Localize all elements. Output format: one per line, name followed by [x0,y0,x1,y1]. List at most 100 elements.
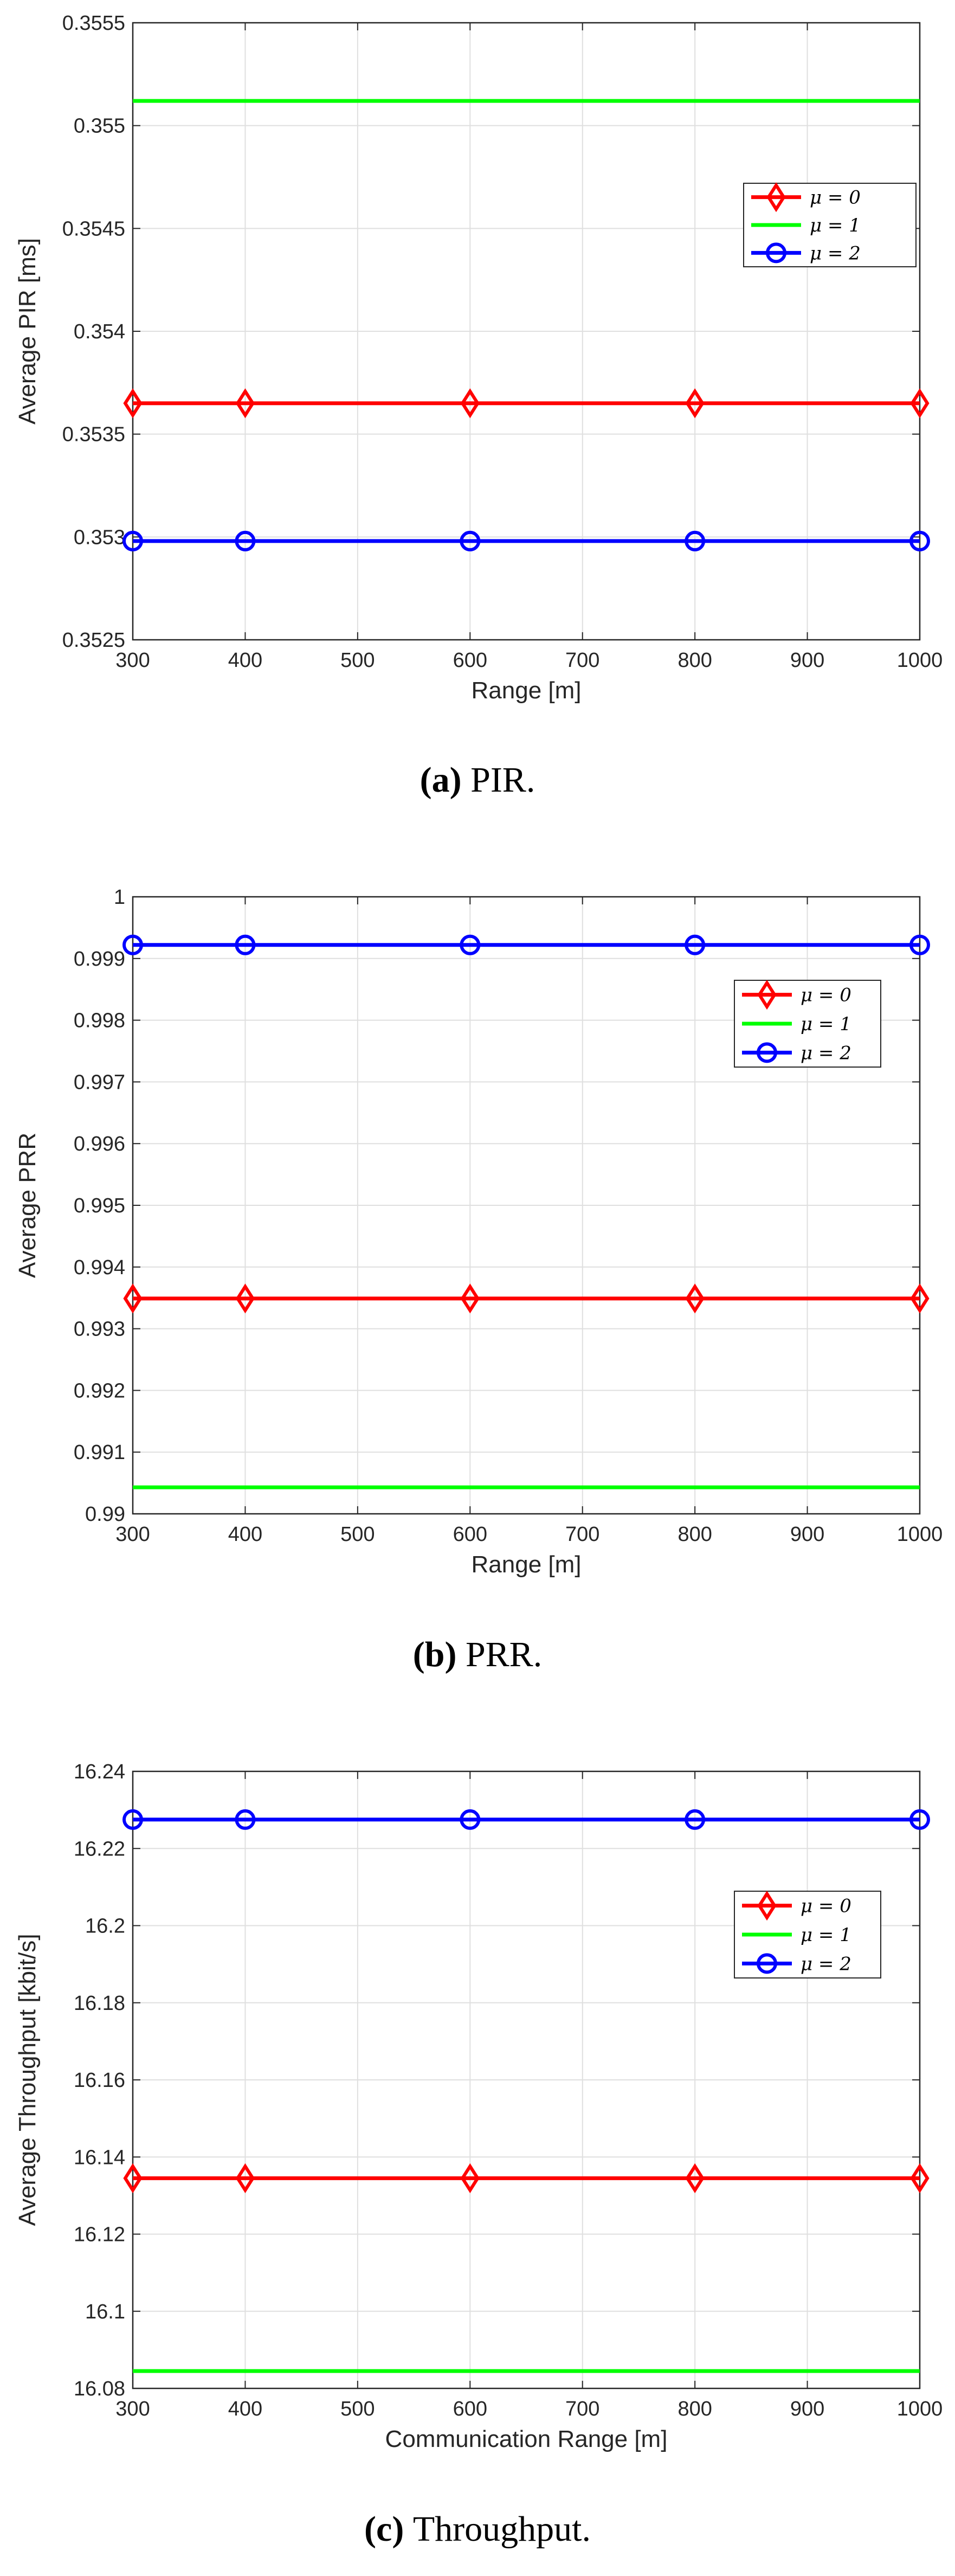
y-tick-label: 16.2 [85,1915,125,1938]
y-tick-label: 0.992 [74,1379,125,1402]
data-point [685,388,705,419]
x-tick-label: 300 [115,649,150,672]
x-tick-label: 400 [228,1523,262,1546]
y-tick-label: 0.353 [74,526,125,549]
y-tick-label: 0.995 [74,1194,125,1217]
x-tick-label: 500 [340,2398,375,2420]
legend-marker [757,1953,777,1974]
y-tick-label: 0.3535 [62,423,125,446]
data-point [685,530,706,551]
x-tick-label: 500 [340,1523,375,1546]
caption: (b) PRR. [413,1635,542,1674]
x-tick-label: 700 [565,2398,599,2420]
y-tick-label: 0.994 [74,1256,125,1279]
caption-text: Throughput. [413,2509,591,2549]
legend-label: μ = 2 [801,1953,851,1975]
legend: μ = 0 μ = 1 μ = 2 [743,182,917,267]
x-tick-label: 900 [790,2398,824,2420]
y-tick-label: 16.14 [74,2146,125,2169]
x-tick-label: 700 [565,649,599,672]
chart-1: 300 400 500 600 700 800 900 1000 0.3525 0.353 0.35… [14,12,943,800]
data-point [123,2163,143,2193]
x-tick-label: 600 [453,649,487,672]
data-point [460,530,481,551]
data-point [460,1283,480,1314]
y-axis-label: Average Throughput [kbit/s] [14,1934,41,2226]
x-tick-label: 400 [228,2398,262,2420]
legend-marker [766,242,786,264]
legend: μ = 0 μ = 1 μ = 2 [734,1891,881,1978]
caption: (a) PIR. [420,760,535,800]
data-point [122,934,143,955]
x-tick-label: 300 [115,2398,150,2420]
y-tick-label: 0.999 [74,948,125,971]
y-tick-label: 0.996 [74,1133,125,1155]
y-tick-label: 0.993 [74,1318,125,1341]
legend-marker [757,1891,777,1921]
data-point [460,1809,481,1830]
series-0 [123,388,930,419]
series-0 [123,2163,930,2193]
chart-2: 300 400 500 600 700 800 900 1000 0.99 0.991 0.992 0… [14,886,943,1674]
data-point [123,388,143,419]
y-tick-label: 0.991 [74,1441,125,1464]
x-tick-label: 500 [340,649,375,672]
legend-label: μ = 0 [801,985,851,1006]
x-tick-label: 600 [453,1523,487,1546]
data-point [235,1809,256,1830]
x-tick-label: 900 [790,649,824,672]
data-point [123,1283,143,1314]
legend-marker [757,1042,777,1063]
legend-label: μ = 2 [810,242,861,264]
x-tick-label: 1000 [897,1523,943,1546]
y-axis-label: Average PIR [ms] [14,238,41,425]
data-point [910,2163,930,2193]
x-axis-label: Communication Range [m] [385,2426,668,2452]
legend-label: μ = 1 [801,1013,851,1035]
series-2 [122,530,930,551]
data-point [460,934,481,955]
data-point [910,388,930,419]
y-tick-label: 0.354 [74,320,125,343]
x-axis-label: Range [m] [472,1551,582,1578]
data-point [460,2163,480,2193]
series-2 [122,1809,930,1830]
x-axis-label: Range [m] [472,677,582,704]
caption-text: PIR. [470,760,535,800]
legend-marker [766,182,786,213]
data-point [235,2163,255,2193]
caption-tag: (c) [364,2509,413,2549]
legend-label: μ = 1 [810,215,861,236]
caption: (c) Throughput. [364,2509,591,2549]
y-tick-label: 16.24 [74,1761,125,1783]
data-point [235,388,255,419]
legend-label: μ = 0 [810,187,861,209]
y-tick-label: 16.16 [74,2069,125,2092]
y-axis-label: Average PRR [14,1133,41,1278]
x-tick-label: 700 [565,1523,599,1546]
y-tick-label: 16.1 [85,2301,125,2323]
data-point [122,1809,143,1830]
legend-label: μ = 0 [801,1896,851,1917]
data-point [909,934,930,955]
x-tick-label: 400 [228,649,262,672]
series-2 [122,934,930,955]
y-tick-label: 16.08 [74,2378,125,2400]
y-tick-label: 16.22 [74,1838,125,1860]
x-tick-label: 800 [677,649,712,672]
data-point [909,530,930,551]
data-point [910,1283,930,1314]
x-tick-label: 900 [790,1523,824,1546]
y-tick-label: 16.18 [74,1992,125,2015]
series-0 [123,1283,930,1314]
y-tick-label: 0.997 [74,1071,125,1094]
legend-marker [757,980,777,1010]
x-tick-label: 600 [453,2398,487,2420]
caption-tag: (b) [413,1635,466,1674]
y-tick-label: 0.998 [74,1010,125,1032]
y-tick-label: 1 [114,886,125,909]
data-point [909,1809,930,1830]
y-tick-label: 0.3545 [62,217,125,240]
x-tick-label: 800 [677,2398,712,2420]
